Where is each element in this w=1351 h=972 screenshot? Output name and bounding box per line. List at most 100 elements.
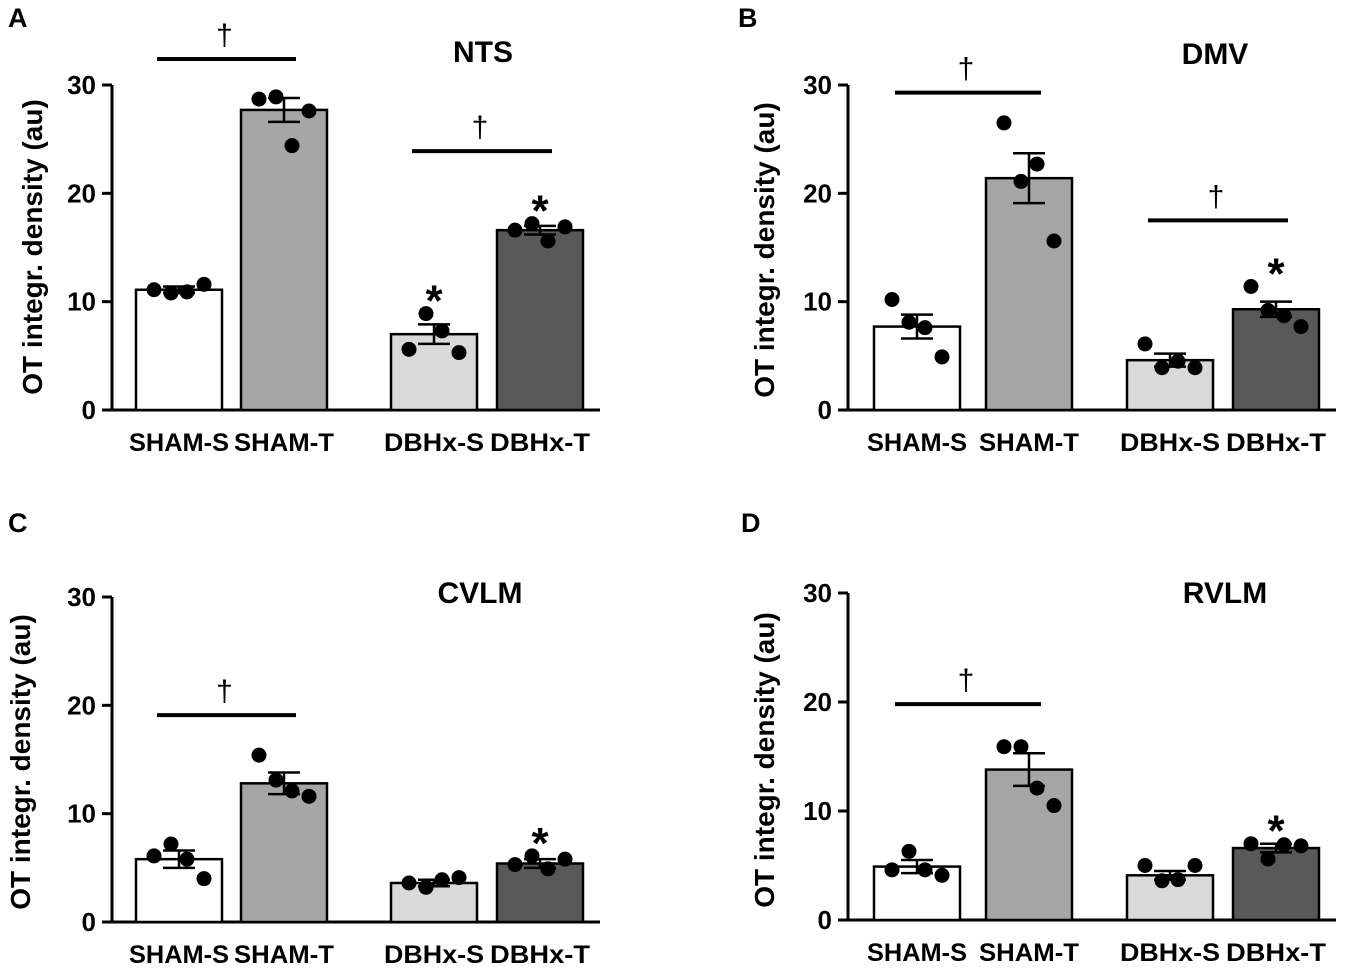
data-point	[901, 314, 917, 330]
y-tick-label: 0	[818, 905, 832, 935]
y-tick-label: 20	[803, 178, 832, 208]
data-point	[179, 284, 195, 300]
data-point	[284, 138, 300, 154]
significance-star: *	[1267, 807, 1285, 856]
chart-panel-c: C CVLM OT integr. density (au) 0 10 20 30 SHAM-…	[5, 508, 600, 969]
data-point	[196, 871, 212, 887]
panel-letter: A	[8, 3, 28, 33]
data-point	[917, 862, 933, 878]
y-tick-label: 30	[803, 578, 832, 608]
x-tick-label: DBHx-T	[1226, 429, 1326, 457]
data-point	[1276, 837, 1292, 853]
y-tick-label: 10	[803, 796, 832, 826]
significance-dagger: †	[216, 675, 233, 708]
data-point	[451, 345, 467, 361]
data-point	[418, 879, 434, 895]
data-point	[1170, 353, 1186, 369]
data-point	[418, 306, 434, 322]
data-point	[401, 875, 417, 891]
x-tick-label: SHAM-S	[129, 429, 229, 457]
x-tick-label: DBHx-T	[490, 941, 590, 969]
y-axis-label: OT integr. density (au)	[749, 102, 780, 398]
data-point	[1137, 858, 1153, 873]
bar-sham-t	[984, 768, 1074, 922]
data-point	[1029, 780, 1045, 796]
y-tick-label: 10	[67, 287, 96, 317]
x-tick-label: SHAM-S	[867, 939, 967, 967]
y-tick-label: 0	[82, 395, 96, 425]
data-point	[1154, 360, 1170, 376]
data-point	[163, 836, 179, 852]
significance-star: *	[1267, 250, 1285, 299]
y-tick-label: 10	[67, 799, 96, 829]
y-tick-label: 20	[67, 178, 96, 208]
data-point	[1260, 851, 1276, 867]
data-point	[1243, 836, 1259, 852]
y-tick-label: 30	[803, 70, 832, 100]
data-point	[1293, 838, 1309, 854]
data-point	[1170, 872, 1186, 888]
data-point	[251, 747, 267, 763]
data-point	[284, 783, 300, 799]
data-point	[1013, 739, 1029, 755]
data-point	[268, 89, 284, 105]
data-point	[268, 772, 284, 788]
data-point	[884, 862, 900, 878]
y-tick-label: 20	[67, 690, 96, 720]
data-point	[251, 91, 267, 107]
significance-dagger: †	[958, 664, 975, 697]
data-point	[146, 282, 162, 298]
significance-star: *	[531, 187, 549, 236]
bar-dbhx-t	[495, 228, 585, 412]
data-point	[1243, 279, 1259, 294]
x-tick-label: DBHx-S	[1120, 429, 1220, 457]
bar-sham-t	[239, 108, 329, 412]
chart-panel-a: A NTS OT integr. density (au) 0 10 20 30 SHAM-S…	[8, 3, 600, 457]
y-tick-label: 30	[67, 582, 96, 612]
chart-title: DMV	[1182, 38, 1249, 71]
significance-dagger: †	[472, 111, 489, 144]
data-point	[179, 851, 195, 867]
y-tick-label: 0	[818, 395, 832, 425]
bar-sham-t	[239, 782, 329, 924]
data-point	[884, 292, 900, 307]
data-point	[451, 870, 467, 886]
data-point	[540, 233, 556, 249]
data-point	[1293, 319, 1309, 335]
data-point	[434, 872, 450, 888]
x-tick-label: SHAM-T	[234, 429, 334, 457]
data-point	[434, 323, 450, 339]
data-point	[1046, 233, 1062, 249]
chart-title: NTS	[453, 36, 513, 69]
data-point	[540, 861, 556, 877]
panel-letter: C	[8, 508, 28, 538]
data-point	[1013, 173, 1029, 189]
data-point	[934, 867, 950, 883]
data-point	[524, 216, 540, 232]
y-axis-label: OT integr. density (au)	[749, 612, 780, 908]
y-axis-label: OT integr. density (au)	[5, 614, 36, 910]
x-tick-label: SHAM-T	[979, 429, 1079, 457]
chart-panel-b: B DMV OT integr. density (au) 0 10 20 30 SHAM-S…	[738, 3, 1336, 457]
x-tick-label: DBHx-T	[490, 429, 590, 457]
data-point	[917, 320, 933, 336]
data-point	[901, 843, 917, 859]
bar-dbhx-t	[1231, 846, 1321, 922]
data-point	[934, 349, 950, 365]
data-point	[1154, 873, 1170, 889]
data-point	[1137, 336, 1153, 352]
panel-letter: B	[738, 3, 758, 33]
panel-letter: D	[741, 508, 761, 538]
data-point	[557, 851, 573, 867]
significance-star: *	[425, 277, 443, 326]
x-tick-label: SHAM-S	[129, 941, 229, 969]
data-point	[1276, 308, 1292, 324]
data-point	[524, 848, 540, 864]
data-point	[1029, 156, 1045, 172]
chart-title: RVLM	[1183, 577, 1267, 610]
data-point	[507, 222, 523, 238]
data-point	[163, 285, 179, 301]
significance-dagger: †	[216, 19, 233, 52]
significance-dagger: †	[958, 53, 975, 86]
data-point	[1046, 798, 1062, 814]
